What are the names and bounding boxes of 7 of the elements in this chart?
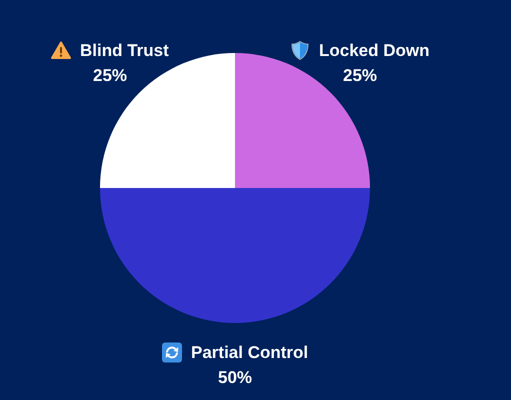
pie-slice: [100, 188, 370, 323]
slice-label: Blind Trust: [80, 41, 169, 60]
slice-label: Locked Down: [319, 41, 430, 60]
data-label: 50%: [218, 368, 252, 387]
data-label: 25%: [93, 66, 128, 85]
data-label: 25%: [343, 66, 378, 85]
slice-label: Partial Control: [191, 343, 308, 362]
